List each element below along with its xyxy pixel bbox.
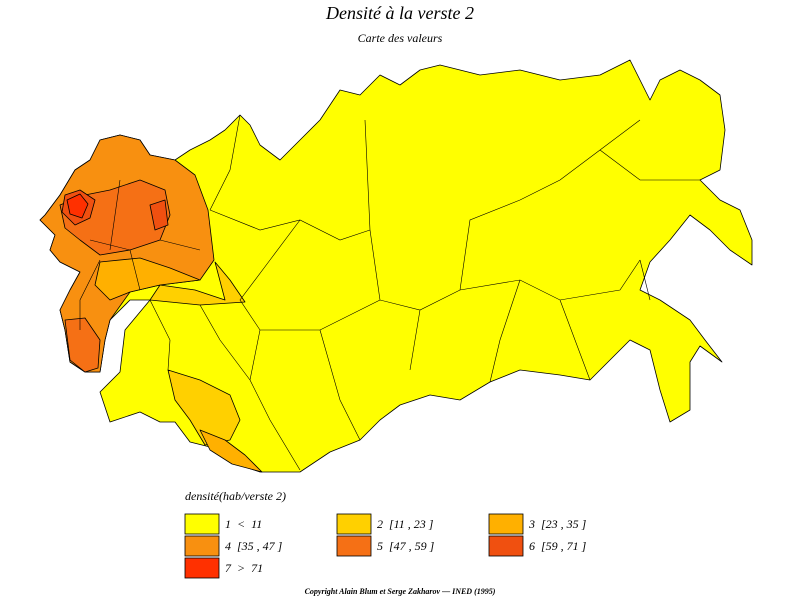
legend-label: 5 [47 , 59 ] [377, 539, 435, 553]
legend-title: densité(hab/verste 2) [185, 489, 286, 503]
map-region [199, 429, 263, 473]
legend-swatch [336, 513, 372, 535]
legend-swatch [336, 535, 372, 557]
legend-label: 6 [59 , 71 ] [529, 539, 587, 553]
legend-label: 4 [35 , 47 ] [225, 539, 283, 553]
legend: 1 < 11 2 [11 , 23 ] 3 [23 , 35 ] 4 [35 , 47… [184, 513, 587, 579]
map-region [167, 369, 241, 446]
legend-label: 1 < 11 [225, 517, 262, 531]
legend-swatch [184, 513, 220, 535]
title: Densité à la verste 2 [325, 3, 474, 23]
map-region [149, 261, 246, 306]
legend-swatch [488, 513, 524, 535]
map-region [64, 317, 101, 373]
copyright: Copyright Alain Blum et Serge Zakharov —… [305, 587, 496, 596]
legend-label: 2 [11 , 23 ] [377, 517, 434, 531]
map-region [149, 199, 169, 231]
map-region [39, 59, 753, 473]
subtitle: Carte des valeurs [358, 31, 443, 45]
map-region [94, 257, 201, 301]
legend-swatch [184, 535, 220, 557]
legend-label: 7 > 71 [225, 561, 263, 575]
legend-swatch [184, 557, 220, 579]
map-region [66, 193, 89, 219]
map [39, 59, 753, 473]
legend-swatch [488, 535, 524, 557]
legend-label: 3 [23 , 35 ] [528, 517, 587, 531]
